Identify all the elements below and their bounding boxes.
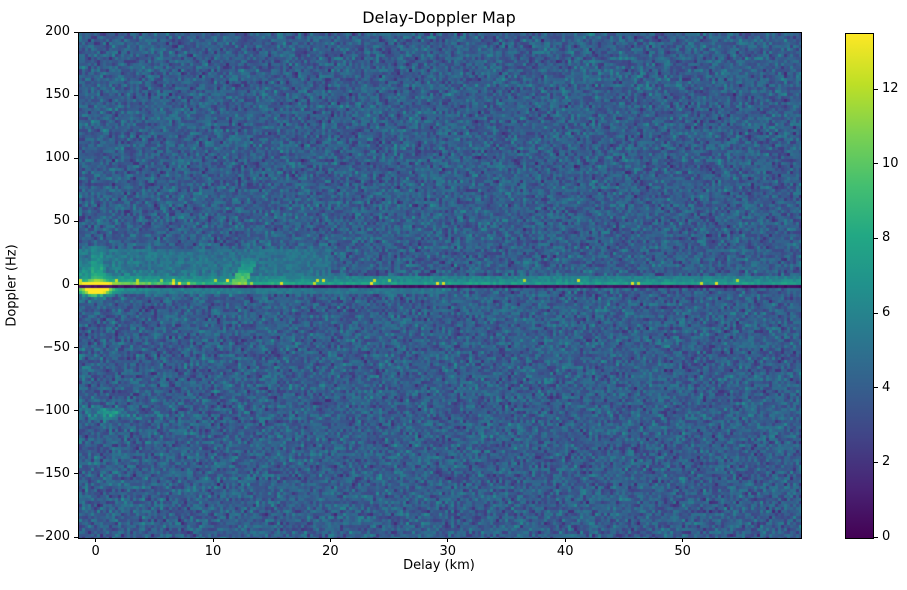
colorbar-tick-label: 6 [882, 305, 891, 320]
colorbar-tick-mark [874, 237, 878, 239]
y-tick-mark [74, 473, 78, 475]
y-tick-label: 150 [45, 87, 70, 103]
plot-area [78, 32, 802, 539]
x-tick-label: 20 [322, 544, 339, 559]
colorbar-tick-mark [874, 312, 878, 314]
colorbar-tick-label: 12 [882, 81, 899, 96]
y-tick-mark [74, 157, 78, 159]
colorbar-tick-mark [874, 461, 878, 463]
y-tick-label: 100 [45, 150, 70, 166]
y-tick-mark [74, 284, 78, 285]
x-tick-mark [329, 538, 331, 542]
x-tick-label: 10 [204, 544, 222, 559]
x-tick-mark [447, 538, 449, 542]
y-tick-label: −200 [34, 529, 70, 544]
x-tick-label: 50 [674, 544, 691, 559]
colorbar-tick-mark [874, 387, 878, 389]
y-tick-label: −50 [42, 339, 70, 355]
colorbar-tick-mark [874, 536, 878, 538]
y-tick-label: 50 [53, 213, 70, 229]
colorbar-tick-mark [874, 88, 878, 90]
y-tick-mark [74, 410, 78, 412]
chart-title: Delay-Doppler Map [362, 8, 516, 27]
x-tick-label: 30 [439, 544, 457, 559]
x-tick-label: 0 [91, 544, 100, 559]
colorbar-tick-label: 0 [882, 529, 891, 544]
colorbar-tick-mark [874, 163, 878, 165]
x-tick-mark [95, 538, 97, 542]
colorbar [845, 33, 874, 539]
y-tick-mark [74, 536, 78, 538]
x-tick-mark [564, 538, 566, 542]
x-tick-label: 40 [556, 544, 574, 559]
colorbar-tick-label: 4 [882, 379, 891, 395]
x-axis-label: Delay (km) [403, 558, 475, 573]
y-tick-label: 0 [61, 276, 70, 292]
x-tick-mark [682, 538, 684, 542]
colorbar-tick-label: 8 [882, 230, 891, 246]
y-tick-mark [74, 31, 78, 33]
y-tick-mark [74, 347, 78, 349]
colorbar-tick-label: 2 [882, 454, 891, 470]
y-tick-mark [74, 94, 78, 96]
y-tick-label: 200 [45, 24, 70, 39]
y-tick-mark [74, 220, 78, 222]
y-tick-label: −150 [34, 465, 70, 481]
y-axis-label: Doppler (Hz) [4, 244, 20, 327]
y-tick-label: −100 [34, 402, 70, 418]
heatmap-canvas [79, 33, 801, 538]
x-tick-mark [212, 538, 214, 542]
colorbar-tick-label: 10 [882, 155, 899, 171]
